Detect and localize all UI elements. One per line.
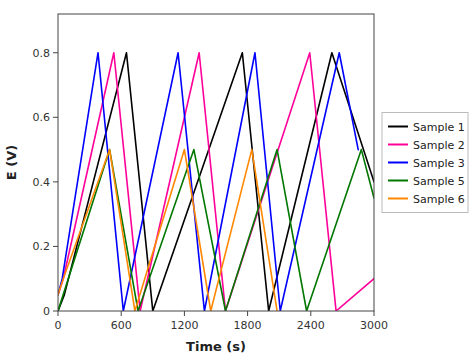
y-tick — [53, 117, 58, 118]
y-tick — [53, 52, 58, 53]
series-line — [58, 53, 358, 311]
legend-label: Sample 6 — [413, 193, 465, 206]
y-tick-label: 0.4 — [33, 176, 51, 189]
x-tick-label: 1800 — [234, 319, 262, 332]
x-tick — [247, 311, 248, 316]
series-line — [58, 150, 277, 311]
x-tick-label: 1200 — [170, 319, 198, 332]
y-tick — [53, 181, 58, 182]
y-tick-label: 0.8 — [33, 47, 51, 60]
series-line — [58, 150, 374, 311]
x-tick — [58, 311, 59, 316]
legend-label: Sample 5 — [413, 175, 465, 188]
legend-swatch — [388, 198, 408, 200]
x-tick — [374, 311, 375, 316]
plot-frame — [58, 14, 374, 311]
series-line — [58, 53, 374, 311]
legend-swatch — [388, 126, 408, 128]
legend-box — [382, 113, 468, 213]
legend-swatch — [388, 180, 408, 182]
y-tick — [53, 246, 58, 247]
y-tick-label: 0 — [43, 305, 50, 318]
x-tick — [310, 311, 311, 316]
legend-swatch — [388, 162, 408, 164]
legend-swatch — [388, 144, 408, 146]
x-tick-label: 600 — [111, 319, 132, 332]
y-axis-label: E (V) — [4, 145, 19, 180]
legend-label: Sample 2 — [413, 139, 465, 152]
x-tick-label: 2400 — [297, 319, 325, 332]
y-tick-label: 0.6 — [33, 111, 51, 124]
legend-label: Sample 3 — [413, 157, 465, 170]
lines — [58, 53, 374, 311]
series-line — [58, 53, 374, 311]
chart: 0 600 1200 1800 2400 3000 0 0.2 0.4 0.6 0.8 Time (s… — [0, 0, 474, 361]
y-tick-label: 0.2 — [33, 240, 51, 253]
legend-label: Sample 1 — [413, 121, 465, 134]
x-tick-label: 0 — [55, 319, 62, 332]
legend: Sample 1 Sample 2 Sample 3 Sample 5 Sample 6 — [382, 113, 468, 213]
x-axis-label: Time (s) — [186, 339, 246, 354]
x-tick — [184, 311, 185, 316]
x-tick-label: 3000 — [360, 319, 388, 332]
x-tick — [121, 311, 122, 316]
y-tick — [53, 311, 58, 312]
